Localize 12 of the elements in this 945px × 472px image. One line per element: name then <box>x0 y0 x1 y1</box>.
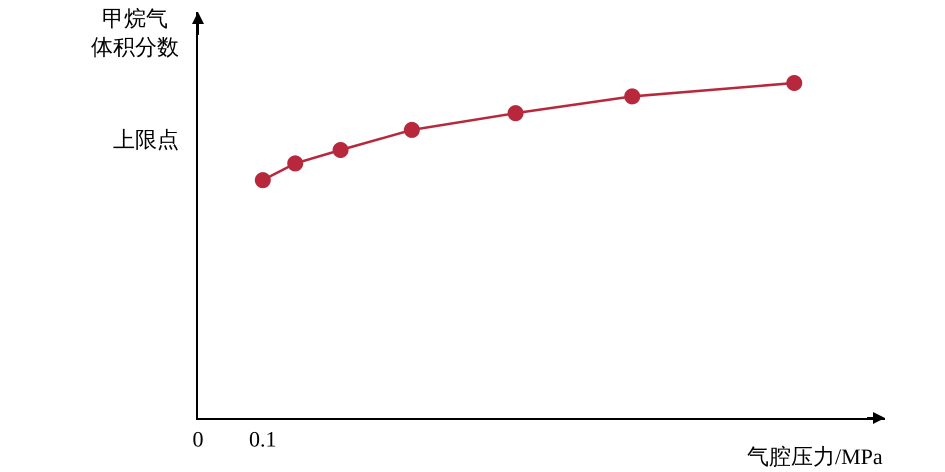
x-axis-title: 气腔压力/MPa <box>747 444 883 469</box>
point <box>786 75 802 92</box>
point <box>254 172 271 188</box>
point <box>508 105 524 122</box>
point <box>332 142 349 158</box>
text: 上限点 <box>113 127 179 152</box>
point <box>404 122 420 138</box>
x-tick-label: 0.1 <box>249 426 277 452</box>
point <box>287 155 304 172</box>
x-tick-label: 0 <box>192 426 204 452</box>
point <box>624 88 640 104</box>
y-axis-title: 甲烷气体积分数 <box>91 6 179 60</box>
